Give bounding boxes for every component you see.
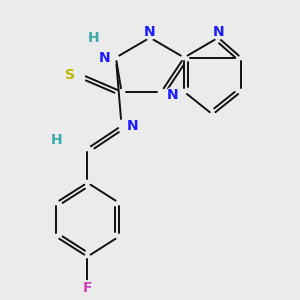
Text: N: N [167, 88, 178, 101]
Text: H: H [50, 133, 62, 147]
Circle shape [143, 25, 157, 39]
Text: N: N [212, 25, 224, 39]
Text: N: N [99, 51, 110, 64]
Text: N: N [144, 25, 156, 39]
Circle shape [166, 87, 180, 102]
Circle shape [98, 50, 112, 65]
Text: S: S [65, 68, 75, 82]
Circle shape [80, 281, 94, 295]
Circle shape [63, 68, 77, 82]
Circle shape [126, 119, 140, 133]
Text: N: N [127, 119, 139, 133]
Text: F: F [83, 281, 92, 295]
Circle shape [211, 25, 225, 39]
Text: H: H [87, 31, 99, 45]
